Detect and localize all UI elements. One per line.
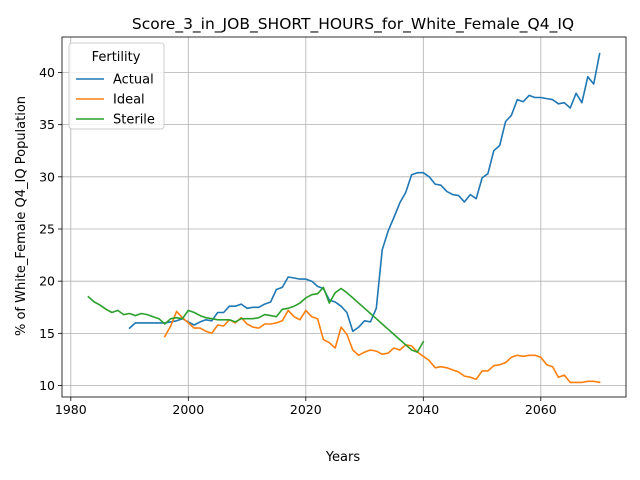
x-axis-title: Years [325,450,361,465]
y-tick-label: 40 [39,65,55,80]
series-line-sterile [87,286,425,353]
y-tick-label: 35 [39,117,55,132]
y-tick-label: 25 [39,222,55,237]
legend-box [68,42,165,130]
legend: Fertility Actual Ideal Sterile [68,42,165,130]
y-axis-title: % of White_Female Q4_IQ Population [14,96,29,336]
legend-title: Fertility [92,50,141,65]
axis-ticks: 1980 2000 2020 2040 2060 10 15 20 25 30 35 40 [39,65,557,417]
grid [62,37,626,397]
legend-label-ideal: Ideal [113,93,145,108]
series-line-actual [128,52,601,333]
y-tick-label: 10 [39,378,55,393]
legend-items: Actual Ideal Sterile [76,73,155,128]
y-tick-label: 30 [39,169,55,184]
chart-title: Score_3_in_JOB_SHORT_HOURS_for_White_Fem… [132,15,574,34]
legend-label-sterile: Sterile [113,113,155,128]
legend-label-actual: Actual [113,73,154,88]
series-lines [87,52,601,384]
x-tick-label: 2020 [290,402,322,417]
x-tick-label: 2040 [407,402,439,417]
plot-frame [61,36,627,398]
x-tick-label: 2060 [525,402,557,417]
y-tick-label: 20 [39,274,55,289]
x-tick-label: 1980 [55,402,87,417]
x-tick-label: 2000 [172,402,204,417]
y-tick-label: 15 [39,326,55,341]
